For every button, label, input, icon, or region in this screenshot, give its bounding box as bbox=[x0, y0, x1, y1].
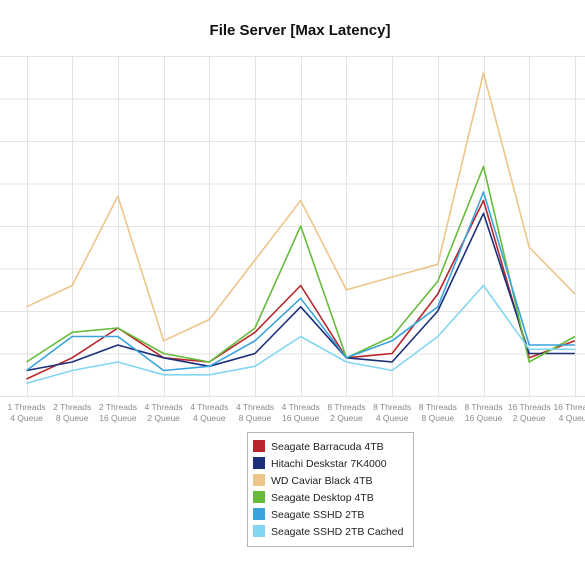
series-line bbox=[26, 284, 575, 385]
legend-swatch bbox=[253, 525, 265, 537]
x-tick-label-line: 8 Threads bbox=[373, 402, 411, 412]
x-tick-label-line: 16 Threads bbox=[508, 402, 551, 412]
x-tick-label-line: 8 Queue bbox=[56, 413, 89, 423]
x-tick-label-line: 2 Threads bbox=[99, 402, 137, 412]
legend-entry-label: Hitachi Deskstar 7K4000 bbox=[271, 458, 387, 470]
x-tick-label-line: 2 Queue bbox=[513, 413, 546, 423]
x-tick-label-line: 4 Queue bbox=[559, 413, 585, 423]
x-tick-label-line: 4 Threads bbox=[236, 402, 274, 412]
x-tick-label-line: 1 Threads bbox=[7, 402, 45, 412]
x-tick-label-line: 4 Queue bbox=[193, 413, 226, 423]
x-tick-label-line: 16 Queue bbox=[99, 413, 137, 423]
legend-swatch bbox=[253, 474, 265, 486]
x-tick-label-line: 8 Queue bbox=[422, 413, 455, 423]
x-tick-label-line: 2 Queue bbox=[147, 413, 180, 423]
x-tick-label: 16 Threads 2 Queue bbox=[508, 402, 551, 423]
legend-entry-label: Seagate SSHD 2TB bbox=[271, 509, 364, 521]
x-tick-label-line: 4 Threads bbox=[145, 402, 183, 412]
series-lines bbox=[26, 72, 576, 385]
x-tick-label: 8 Threads 16 Queue bbox=[464, 402, 502, 423]
series-line bbox=[26, 72, 576, 342]
x-tick-label: 4 Threads 16 Queue bbox=[282, 402, 320, 423]
x-tick-label-line: 16 Queue bbox=[465, 413, 503, 423]
legend-swatch bbox=[253, 457, 265, 469]
legend-swatch bbox=[253, 491, 265, 503]
x-tick-label-line: 16 Threads bbox=[554, 402, 585, 412]
x-tick-label-line: 8 Threads bbox=[419, 402, 457, 412]
chart-title: File Server [Max Latency] bbox=[210, 22, 391, 39]
x-tick-label-line: 16 Queue bbox=[282, 413, 320, 423]
x-tick-label-line: 4 Queue bbox=[10, 413, 43, 423]
legend: Seagate Barracuda 4TB Hitachi Deskstar 7K… bbox=[247, 432, 414, 547]
x-tick-label-line: 8 Threads bbox=[327, 402, 365, 412]
x-tick-label: 2 Threads 8 Queue bbox=[53, 402, 91, 423]
x-tick-label: 8 Threads 2 Queue bbox=[327, 402, 365, 423]
legend-swatch bbox=[253, 508, 265, 520]
x-tick-label-line: 4 Threads bbox=[190, 402, 228, 412]
x-tick-label: 8 Threads 8 Queue bbox=[419, 402, 457, 423]
x-tick-label-line: 8 Queue bbox=[239, 413, 272, 423]
x-tick-label: 1 Threads 4 Queue bbox=[7, 402, 45, 423]
x-tick-label-line: 4 Queue bbox=[376, 413, 409, 423]
x-tick-label: 4 Threads 8 Queue bbox=[236, 402, 274, 423]
legend-entry-label: Seagate SSHD 2TB Cached bbox=[271, 526, 404, 538]
series-line bbox=[26, 165, 576, 363]
series-line bbox=[26, 191, 575, 372]
legend-entry-label: WD Caviar Black 4TB bbox=[271, 475, 373, 487]
legend-entry-label: Seagate Barracuda 4TB bbox=[271, 441, 384, 453]
x-tick-label-line: 2 Threads bbox=[53, 402, 91, 412]
legend-box bbox=[247, 432, 414, 547]
grid bbox=[0, 56, 585, 397]
x-tick-label: 4 Threads 2 Queue bbox=[145, 402, 183, 423]
series-line bbox=[26, 212, 575, 372]
x-tick-label-line: 4 Threads bbox=[282, 402, 320, 412]
x-tick-label-line: 2 Queue bbox=[330, 413, 363, 423]
legend-entry-label: Seagate Desktop 4TB bbox=[271, 492, 374, 504]
x-tick-label: 2 Threads 16 Queue bbox=[99, 402, 137, 423]
x-tick-label-line: 8 Threads bbox=[464, 402, 502, 412]
x-tick-label: 8 Threads 4 Queue bbox=[373, 402, 411, 423]
legend-swatch bbox=[253, 440, 265, 452]
x-tick-label: 4 Threads 4 Queue bbox=[190, 402, 228, 423]
